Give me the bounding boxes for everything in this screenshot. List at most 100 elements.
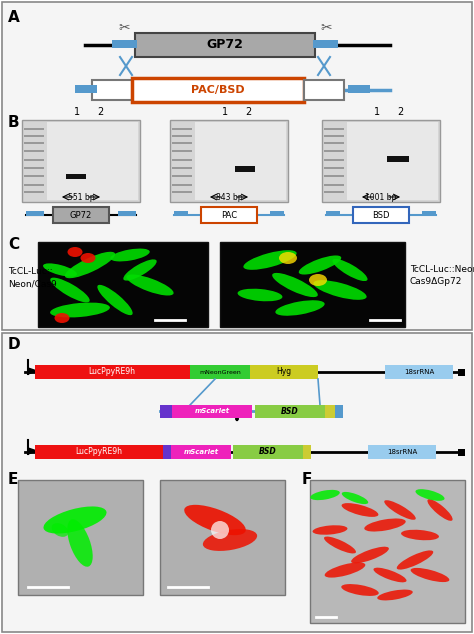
Bar bbox=[322, 120, 440, 202]
Bar bbox=[324, 175, 344, 177]
Ellipse shape bbox=[110, 249, 150, 261]
Text: TcCL-Luc::Neon/
Cas9ΔGp72: TcCL-Luc::Neon/ Cas9ΔGp72 bbox=[410, 264, 474, 286]
Bar bbox=[2, 2, 472, 330]
Bar bbox=[304, 80, 344, 100]
Bar bbox=[220, 242, 405, 327]
Bar bbox=[38, 242, 208, 327]
Bar bbox=[324, 135, 344, 137]
Ellipse shape bbox=[312, 525, 347, 534]
Bar bbox=[112, 40, 137, 48]
Bar bbox=[172, 191, 192, 193]
Text: 843 bp: 843 bp bbox=[216, 193, 242, 202]
Text: BSD: BSD bbox=[372, 210, 390, 219]
Text: ✂: ✂ bbox=[118, 21, 130, 35]
Text: PAC: PAC bbox=[221, 210, 237, 219]
Bar bbox=[163, 445, 171, 459]
Bar bbox=[326, 211, 340, 216]
Bar bbox=[26, 211, 44, 216]
Ellipse shape bbox=[324, 536, 356, 553]
Ellipse shape bbox=[310, 490, 340, 500]
Polygon shape bbox=[28, 448, 37, 454]
Ellipse shape bbox=[50, 302, 110, 318]
Bar bbox=[387, 156, 409, 162]
Bar bbox=[174, 211, 188, 216]
Bar bbox=[233, 445, 303, 459]
Text: mScarlet: mScarlet bbox=[183, 449, 219, 455]
Bar bbox=[303, 445, 311, 459]
Bar bbox=[24, 191, 44, 193]
Bar bbox=[170, 120, 288, 202]
Bar bbox=[172, 167, 192, 169]
Bar bbox=[310, 480, 465, 623]
Ellipse shape bbox=[65, 252, 115, 278]
Ellipse shape bbox=[81, 253, 95, 263]
Ellipse shape bbox=[325, 562, 365, 578]
Bar bbox=[347, 122, 438, 200]
Text: B: B bbox=[8, 115, 19, 130]
Ellipse shape bbox=[44, 507, 107, 534]
Ellipse shape bbox=[374, 567, 407, 582]
Bar bbox=[132, 78, 304, 102]
Ellipse shape bbox=[332, 259, 367, 281]
Text: BSD: BSD bbox=[281, 406, 299, 415]
Ellipse shape bbox=[67, 519, 93, 567]
Bar bbox=[195, 122, 286, 200]
Ellipse shape bbox=[341, 584, 379, 596]
Bar bbox=[172, 184, 192, 186]
Bar bbox=[24, 150, 44, 152]
Text: GP72: GP72 bbox=[207, 39, 244, 51]
Bar bbox=[348, 85, 370, 93]
Ellipse shape bbox=[55, 313, 70, 323]
Ellipse shape bbox=[410, 568, 449, 582]
Text: TcCL-Luc::
Neon/Cas9: TcCL-Luc:: Neon/Cas9 bbox=[8, 268, 57, 288]
Text: 2: 2 bbox=[245, 107, 251, 117]
Bar bbox=[335, 405, 343, 418]
Bar bbox=[255, 405, 325, 418]
Bar bbox=[458, 449, 465, 456]
Ellipse shape bbox=[275, 301, 325, 316]
Bar bbox=[324, 184, 344, 186]
Bar bbox=[313, 40, 338, 48]
Ellipse shape bbox=[342, 503, 378, 517]
Ellipse shape bbox=[43, 263, 77, 276]
Ellipse shape bbox=[52, 523, 68, 537]
Bar bbox=[324, 167, 344, 169]
Bar bbox=[324, 191, 344, 193]
Bar bbox=[92, 80, 132, 100]
Ellipse shape bbox=[50, 278, 90, 302]
Ellipse shape bbox=[123, 259, 157, 281]
Bar bbox=[24, 167, 44, 169]
Ellipse shape bbox=[342, 492, 368, 504]
Bar bbox=[172, 405, 252, 418]
Text: 18srRNA: 18srRNA bbox=[404, 369, 434, 375]
Ellipse shape bbox=[279, 252, 297, 264]
Bar bbox=[24, 135, 44, 137]
Text: 1: 1 bbox=[222, 107, 228, 117]
Bar bbox=[22, 120, 140, 202]
Bar bbox=[172, 158, 192, 160]
Ellipse shape bbox=[272, 273, 318, 297]
Text: 1: 1 bbox=[374, 107, 380, 117]
Bar bbox=[250, 365, 318, 379]
Ellipse shape bbox=[351, 547, 389, 563]
Bar bbox=[24, 175, 44, 177]
Ellipse shape bbox=[243, 250, 297, 270]
Bar bbox=[324, 128, 344, 130]
Bar bbox=[118, 211, 136, 216]
Bar bbox=[66, 174, 86, 179]
Text: 2: 2 bbox=[97, 107, 103, 117]
Ellipse shape bbox=[384, 500, 416, 520]
Bar bbox=[201, 207, 257, 223]
Bar bbox=[24, 142, 44, 144]
Ellipse shape bbox=[365, 519, 406, 531]
Bar bbox=[24, 128, 44, 130]
Bar bbox=[385, 365, 453, 379]
Text: 18srRNA: 18srRNA bbox=[387, 449, 417, 455]
Ellipse shape bbox=[428, 499, 453, 521]
Ellipse shape bbox=[211, 521, 229, 539]
Bar bbox=[368, 445, 436, 459]
Ellipse shape bbox=[313, 280, 366, 300]
Ellipse shape bbox=[184, 505, 246, 535]
Bar bbox=[458, 369, 465, 376]
Ellipse shape bbox=[416, 489, 445, 501]
